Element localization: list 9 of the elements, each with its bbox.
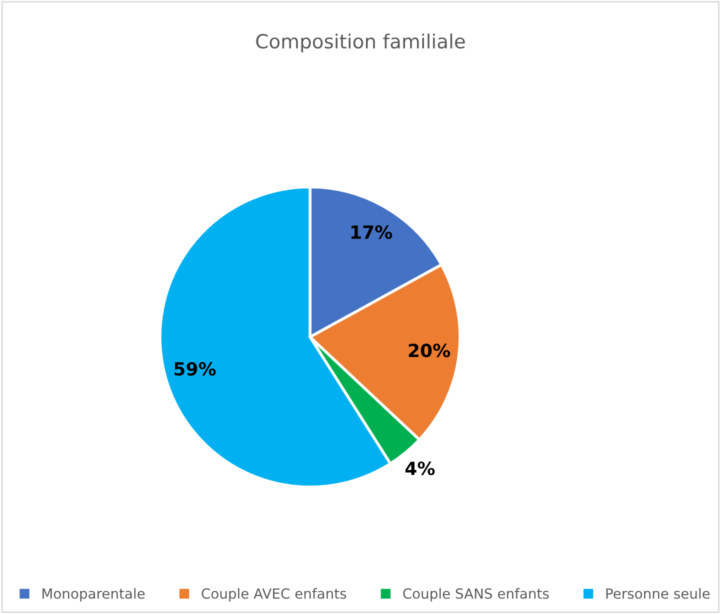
legend-label: Couple SANS enfants: [403, 588, 549, 602]
legend-label: Monoparentale: [42, 588, 145, 602]
chart-title: Composition familiale: [256, 34, 465, 52]
legend-label: Couple AVEC enfants: [202, 588, 346, 602]
data-label: 17%: [352, 225, 392, 239]
data-label: 20%: [408, 344, 450, 358]
legend-label: Personne seule: [606, 588, 710, 599]
data-label: 59%: [174, 362, 216, 376]
data-label: 4%: [405, 461, 435, 476]
